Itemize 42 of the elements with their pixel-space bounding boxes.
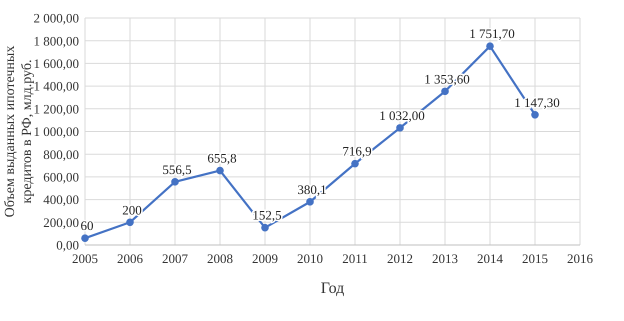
data-label: 60 bbox=[80, 218, 94, 234]
point bbox=[261, 224, 269, 232]
x-tick-label: 2008 bbox=[207, 251, 233, 266]
point bbox=[396, 124, 404, 132]
y-tick-label: 1 000,00 bbox=[34, 124, 79, 140]
y-tick-label: 1 800,00 bbox=[34, 33, 79, 48]
point bbox=[441, 88, 449, 96]
x-tick-label: 2014 bbox=[477, 251, 504, 266]
x-tick-label: 2005 bbox=[72, 251, 98, 266]
point bbox=[351, 160, 359, 168]
y-tick-label: 1 200,00 bbox=[34, 101, 79, 116]
y-tick-label: 400,00 bbox=[43, 192, 79, 208]
point bbox=[81, 234, 89, 242]
point bbox=[216, 166, 224, 174]
x-tick-label: 2011 bbox=[342, 251, 368, 266]
point bbox=[486, 42, 494, 50]
x-tick-label: 2015 bbox=[522, 251, 548, 266]
y-tick-label: 0,00 bbox=[56, 238, 79, 253]
y-tick-label: 2 000,00 bbox=[34, 10, 79, 26]
y-axis-title: Объем выданных ипотечных кредитов в РФ, млд.руб. bbox=[3, 46, 35, 218]
data-label: 716,9 bbox=[342, 144, 372, 159]
x-tick-label: 2013 bbox=[432, 251, 458, 266]
x-tick-label: 2009 bbox=[252, 251, 278, 266]
y-tick-label: 600,00 bbox=[43, 169, 79, 184]
point bbox=[306, 198, 314, 206]
data-label: 655,8 bbox=[207, 150, 237, 166]
data-label: 200 bbox=[122, 202, 142, 218]
x-tick-label: 2007 bbox=[162, 251, 188, 266]
y-tick-label: 1 600,00 bbox=[34, 56, 79, 71]
x-tick-label: 2016 bbox=[567, 251, 594, 266]
point bbox=[171, 178, 179, 186]
data-label: 556,5 bbox=[162, 162, 192, 177]
data-label: 1 751,70 bbox=[469, 26, 515, 42]
y-tick-label: 800,00 bbox=[43, 146, 79, 162]
x-axis-title: Год bbox=[320, 280, 344, 297]
y-tick-label: 1 400,00 bbox=[34, 78, 79, 94]
x-tick-label: 2010 bbox=[297, 251, 323, 266]
x-tick-label: 2012 bbox=[387, 251, 413, 266]
x-tick-label: 2006 bbox=[117, 251, 144, 266]
point bbox=[126, 218, 134, 226]
point bbox=[531, 110, 539, 119]
y-tick-label: 200,00 bbox=[43, 214, 79, 230]
